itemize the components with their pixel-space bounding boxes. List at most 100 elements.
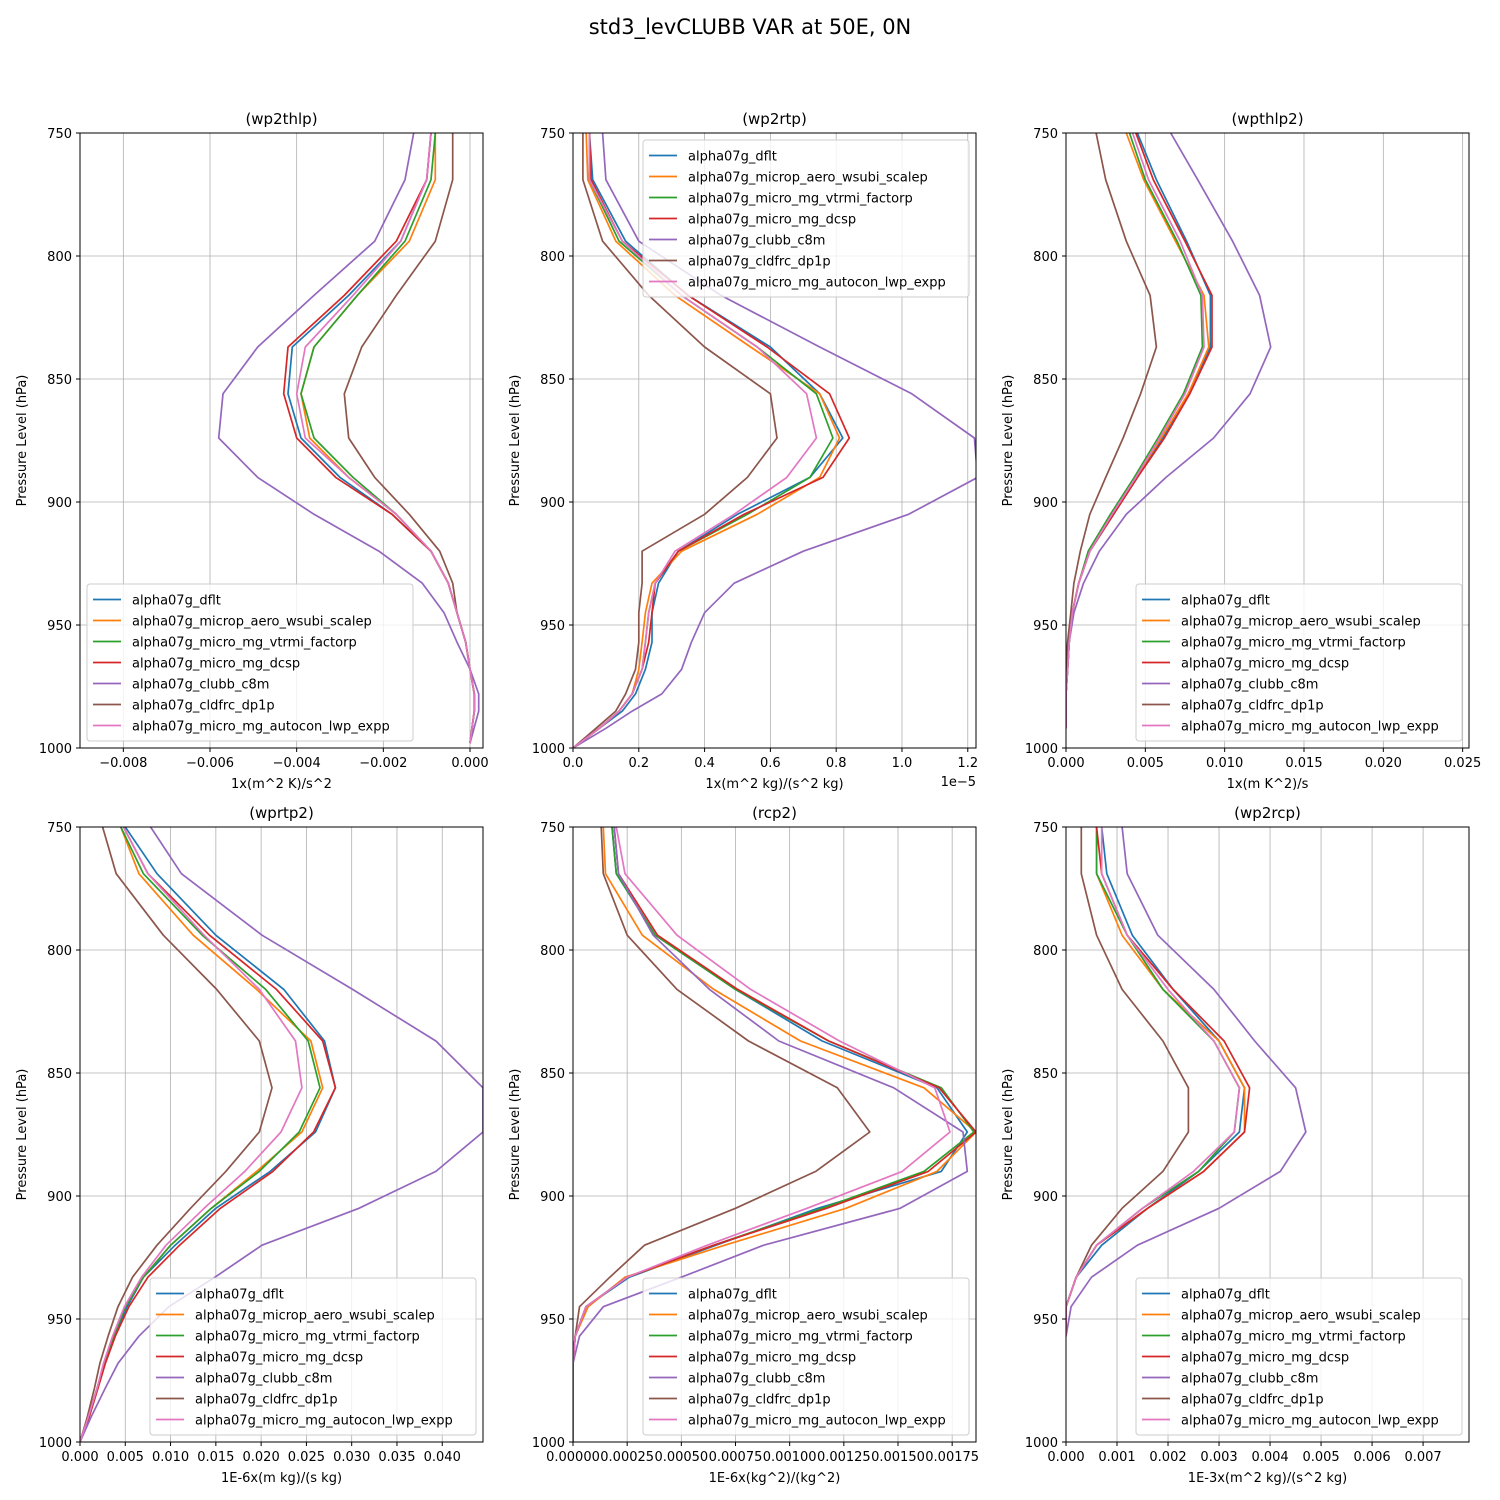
y-tick-label: 1000 bbox=[1025, 742, 1058, 757]
x-offset-label: 1e−5 bbox=[941, 775, 976, 790]
legend-label: alpha07g_microp_aero_wsubi_scalep bbox=[688, 1309, 928, 1324]
legend: alpha07g_dflt alpha07g_microp_aero_wsubi_… bbox=[1135, 1277, 1463, 1436]
x-tick-label: 0.000 bbox=[61, 1450, 98, 1465]
subplot-4: 0.000 0.005 0.010 0.015 0.020 0.025 0.030 0.035… bbox=[15, 804, 484, 1486]
legend-label: alpha07g_micro_mg_vtrmi_factorp bbox=[1181, 1330, 1406, 1345]
legend-item: alpha07g_dflt bbox=[156, 1288, 284, 1303]
subplot-title: (wprtp2) bbox=[249, 804, 314, 822]
legend-label: alpha07g_cldfrc_dp1p bbox=[132, 699, 275, 714]
x-tick-label: 0.020 bbox=[243, 1450, 280, 1465]
legend: alpha07g_dflt alpha07g_microp_aero_wsubi_… bbox=[86, 583, 414, 742]
y-axis-label: Pressure Level (hPa) bbox=[15, 375, 30, 507]
x-tick-label: 0.00125 bbox=[817, 1450, 871, 1465]
legend-item: alpha07g_cldfrc_dp1p bbox=[1142, 699, 1324, 714]
x-tick-label: 0.006 bbox=[1353, 1450, 1390, 1465]
legend-item: alpha07g_micro_mg_vtrmi_factorp bbox=[649, 1330, 913, 1345]
legend-item: alpha07g_microp_aero_wsubi_scalep bbox=[1142, 615, 1421, 630]
legend-item: alpha07g_dflt bbox=[1142, 594, 1270, 609]
subplot-title: (wp2rcp) bbox=[1234, 804, 1301, 822]
y-axis-label: Pressure Level (hPa) bbox=[15, 1069, 30, 1201]
legend-item: alpha07g_clubb_c8m bbox=[93, 678, 269, 693]
x-axis-label: 1E-3x(m^2 kg)/(s^2 kg) bbox=[1188, 1471, 1347, 1486]
legend-label: alpha07g_micro_mg_vtrmi_factorp bbox=[132, 636, 357, 651]
legend-label: alpha07g_micro_mg_vtrmi_factorp bbox=[1181, 636, 1406, 651]
legend-item: alpha07g_clubb_c8m bbox=[649, 1372, 825, 1387]
x-tick-label: 0.015 bbox=[1285, 756, 1322, 771]
y-tick-label: 800 bbox=[1033, 944, 1058, 959]
x-tick-label: 0.040 bbox=[424, 1450, 461, 1465]
x-tick-label: 0.007 bbox=[1404, 1450, 1441, 1465]
series-line-alpha07g_clubb_c8m bbox=[1066, 827, 1307, 1337]
legend-label: alpha07g_clubb_c8m bbox=[688, 1372, 825, 1387]
y-tick-label: 950 bbox=[47, 1313, 72, 1328]
x-tick-label: 0.2 bbox=[628, 756, 649, 771]
x-tick-label: 0.0 bbox=[563, 756, 584, 771]
legend-label: alpha07g_micro_mg_dcsp bbox=[195, 1351, 363, 1366]
legend-label: alpha07g_cldfrc_dp1p bbox=[688, 1393, 831, 1408]
legend-label: alpha07g_micro_mg_autocon_lwp_expp bbox=[195, 1414, 453, 1429]
x-tick-label: 0.025 bbox=[1444, 756, 1481, 771]
x-tick-label: 0.000 bbox=[1047, 1450, 1084, 1465]
x-tick-label: 0.000 bbox=[1047, 756, 1084, 771]
axes-frame bbox=[1065, 826, 1470, 1443]
y-tick-label: 950 bbox=[1033, 1313, 1058, 1328]
legend: alpha07g_dflt alpha07g_microp_aero_wsubi_… bbox=[642, 139, 970, 298]
series-line-alpha07g_micro_mg_autocon_lwp_expp bbox=[80, 827, 303, 1442]
x-tick-label: 0.005 bbox=[107, 1450, 144, 1465]
legend-label: alpha07g_micro_mg_dcsp bbox=[132, 657, 300, 672]
y-tick-label: 900 bbox=[540, 496, 565, 511]
legend-item: alpha07g_micro_mg_vtrmi_factorp bbox=[93, 636, 357, 651]
legend-label: alpha07g_dflt bbox=[1181, 1288, 1270, 1303]
legend-item: alpha07g_dflt bbox=[649, 150, 777, 165]
legend-item: alpha07g_micro_mg_autocon_lwp_expp bbox=[93, 720, 390, 735]
legend-box bbox=[86, 583, 414, 742]
subplot-2: 0.0 0.2 0.4 0.6 0.8 1.0 1.2 750 800 850 900 950 1000… bbox=[508, 110, 978, 792]
x-tick-label: 0.030 bbox=[333, 1450, 370, 1465]
x-axis-label: 1x(m^2 kg)/(s^2 kg) bbox=[705, 777, 843, 792]
y-tick-label: 850 bbox=[540, 1067, 565, 1082]
y-tick-label: 1000 bbox=[1025, 1436, 1058, 1451]
y-tick-label: 950 bbox=[1033, 619, 1058, 634]
legend-item: alpha07g_microp_aero_wsubi_scalep bbox=[649, 171, 928, 186]
legend-item: alpha07g_micro_mg_autocon_lwp_expp bbox=[156, 1414, 453, 1429]
y-tick-label: 1000 bbox=[39, 1436, 72, 1451]
series-line-alpha07g_cldfrc_dp1p bbox=[573, 827, 871, 1442]
y-tick-label: 900 bbox=[540, 1190, 565, 1205]
axes-frame bbox=[79, 132, 484, 749]
legend-label: alpha07g_clubb_c8m bbox=[195, 1372, 332, 1387]
legend-item: alpha07g_cldfrc_dp1p bbox=[649, 255, 831, 270]
legend-item: alpha07g_microp_aero_wsubi_scalep bbox=[93, 615, 372, 630]
legend-item: alpha07g_clubb_c8m bbox=[649, 234, 825, 249]
series-line-alpha07g_clubb_c8m bbox=[80, 827, 483, 1442]
x-tick-label: 0.004 bbox=[1251, 1450, 1288, 1465]
legend-label: alpha07g_micro_mg_dcsp bbox=[1181, 657, 1349, 672]
x-tick-label: 0.005 bbox=[1302, 1450, 1339, 1465]
legend-label: alpha07g_cldfrc_dp1p bbox=[1181, 1393, 1324, 1408]
legend-item: alpha07g_micro_mg_autocon_lwp_expp bbox=[1142, 720, 1439, 735]
series-group bbox=[1066, 827, 1307, 1337]
x-tick-label: 1.2 bbox=[957, 756, 978, 771]
series-line-alpha07g_micro_mg_dcsp bbox=[80, 827, 337, 1442]
legend-item: alpha07g_cldfrc_dp1p bbox=[649, 1393, 831, 1408]
legend-item: alpha07g_clubb_c8m bbox=[1142, 1372, 1318, 1387]
legend-item: alpha07g_cldfrc_dp1p bbox=[1142, 1393, 1324, 1408]
legend-item: alpha07g_micro_mg_dcsp bbox=[649, 213, 856, 228]
series-line-alpha07g_clubb_c8m bbox=[217, 133, 480, 744]
y-tick-label: 1000 bbox=[532, 742, 565, 757]
legend-label: alpha07g_micro_mg_autocon_lwp_expp bbox=[132, 720, 390, 735]
legend-item: alpha07g_micro_mg_dcsp bbox=[156, 1351, 363, 1366]
subplot-title: (wp2thlp) bbox=[245, 110, 317, 128]
legend-item: alpha07g_microp_aero_wsubi_scalep bbox=[156, 1309, 435, 1324]
series-group bbox=[217, 133, 480, 744]
x-tick-label: −0.002 bbox=[359, 756, 407, 771]
legend-label: alpha07g_micro_mg_dcsp bbox=[1181, 1351, 1349, 1366]
x-axis-label: 1E-6x(kg^2)/(kg^2) bbox=[709, 1471, 841, 1486]
legend-item: alpha07g_clubb_c8m bbox=[156, 1372, 332, 1387]
legend-label: alpha07g_cldfrc_dp1p bbox=[688, 255, 831, 270]
series-line-alpha07g_micro_mg_autocon_lwp_expp bbox=[1066, 827, 1241, 1337]
legend-label: alpha07g_microp_aero_wsubi_scalep bbox=[132, 615, 372, 630]
x-tick-label: 0.015 bbox=[197, 1450, 234, 1465]
legend-item: alpha07g_micro_mg_vtrmi_factorp bbox=[156, 1330, 420, 1345]
y-tick-label: 750 bbox=[1033, 127, 1058, 142]
x-tick-label: 0.00150 bbox=[871, 1450, 925, 1465]
